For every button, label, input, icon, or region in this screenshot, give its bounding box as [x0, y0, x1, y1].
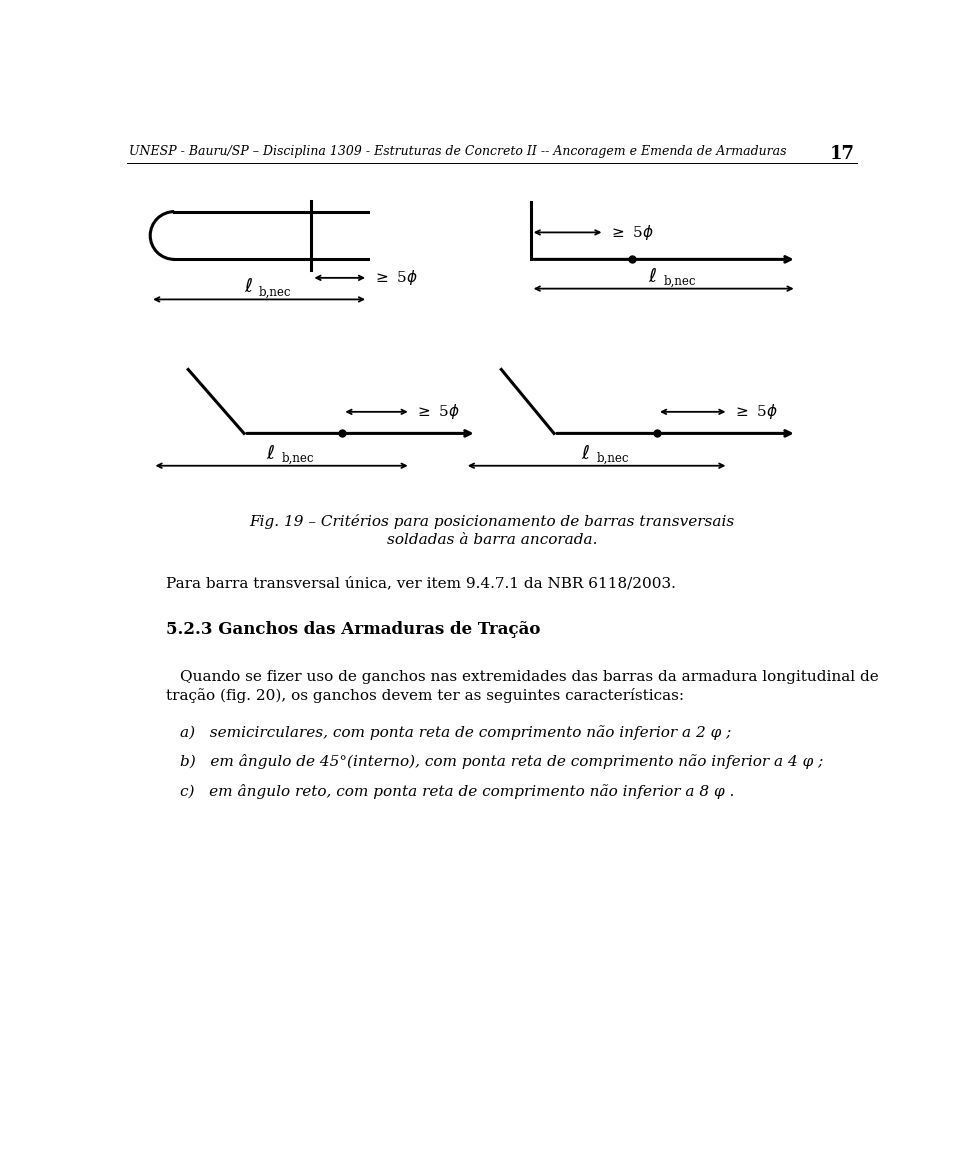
- Text: soldadas à barra ancorada.: soldadas à barra ancorada.: [387, 533, 597, 547]
- Text: b,nec: b,nec: [281, 452, 314, 465]
- Text: b)   em ângulo de 45°(interno), com ponta reta de comprimento não inferior a 4 φ: b) em ângulo de 45°(interno), com ponta …: [180, 755, 824, 770]
- Text: UNESP - Bauru/SP – Disciplina 1309 - Estruturas de Concreto II -- Ancoragem e Em: UNESP - Bauru/SP – Disciplina 1309 - Est…: [130, 144, 787, 158]
- Text: $\geq$ 5$\phi$: $\geq$ 5$\phi$: [416, 403, 460, 421]
- Text: 17: 17: [829, 144, 854, 163]
- Text: $\ell$: $\ell$: [244, 277, 252, 297]
- Text: Para barra transversal única, ver item 9.4.7.1 da NBR 6118/2003.: Para barra transversal única, ver item 9…: [166, 576, 677, 590]
- Text: tração (fig. 20), os ganchos devem ter as seguintes características:: tração (fig. 20), os ganchos devem ter a…: [166, 688, 684, 703]
- Text: Quando se fizer uso de ganchos nas extremidades das barras da armadura longitudi: Quando se fizer uso de ganchos nas extre…: [180, 669, 879, 684]
- Text: b,nec: b,nec: [663, 275, 696, 287]
- Text: Fig. 19 – Critérios para posicionamento de barras transversais: Fig. 19 – Critérios para posicionamento …: [250, 515, 734, 530]
- Text: b,nec: b,nec: [259, 286, 292, 299]
- Text: $\geq$ 5$\phi$: $\geq$ 5$\phi$: [733, 403, 778, 421]
- Text: $\ell$: $\ell$: [266, 443, 276, 463]
- Text: a)   semicirculares, com ponta reta de comprimento não inferior a 2 φ ;: a) semicirculares, com ponta reta de com…: [180, 725, 732, 740]
- Text: $\geq$ 5$\phi$: $\geq$ 5$\phi$: [372, 269, 418, 287]
- Text: $\ell$: $\ell$: [582, 443, 590, 463]
- Text: c)   em ângulo reto, com ponta reta de comprimento não inferior a 8 φ .: c) em ângulo reto, com ponta reta de com…: [180, 784, 734, 799]
- Text: $\geq$ 5$\phi$: $\geq$ 5$\phi$: [609, 223, 654, 242]
- Text: 5.2.3 Ganchos das Armaduras de Tração: 5.2.3 Ganchos das Armaduras de Tração: [166, 621, 540, 637]
- Text: $\ell$: $\ell$: [648, 267, 658, 285]
- Text: b,nec: b,nec: [596, 452, 629, 465]
